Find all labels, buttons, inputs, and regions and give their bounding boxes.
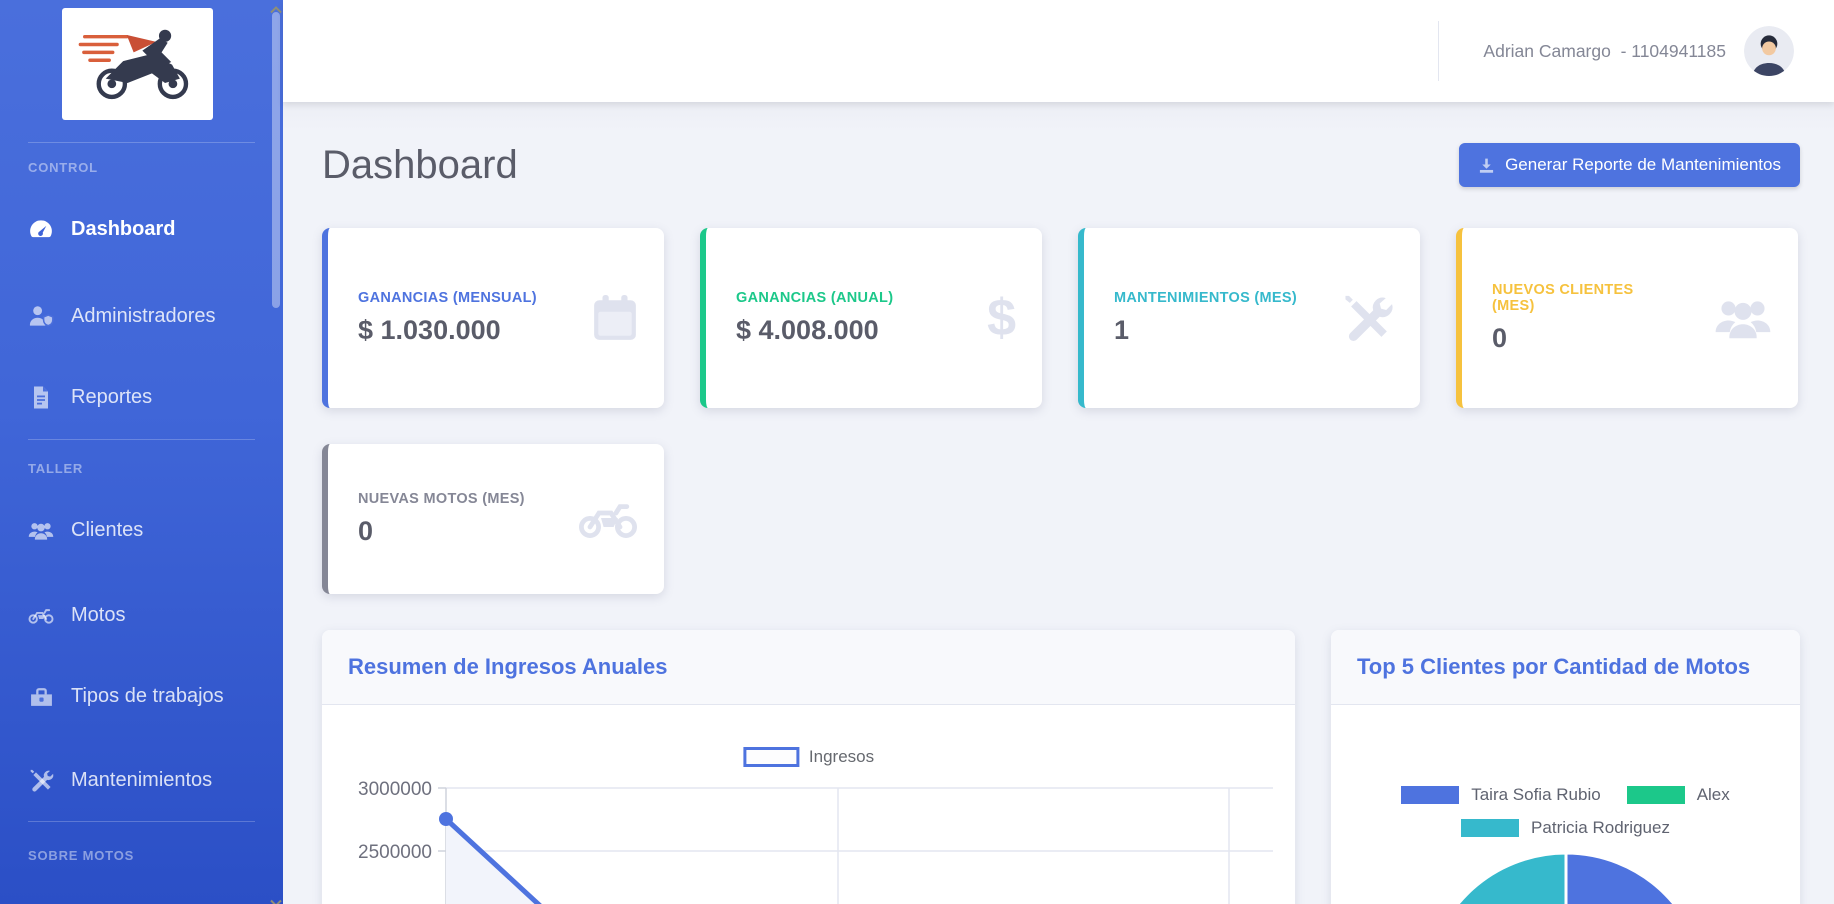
generate-report-label: Generar Reporte de Mantenimientos: [1505, 155, 1781, 174]
dollar-sign-icon: $: [987, 289, 1016, 347]
card-ganancias-mensual: GANANCIAS (MENSUAL) $ 1.030.000: [322, 228, 664, 408]
user-menu[interactable]: Adrian Camargo - 1104941185: [1438, 21, 1794, 81]
income-chart-body: 3000000 2500000 Ingresos: [322, 704, 1295, 904]
sidebar-item-label: Administradores: [71, 304, 216, 327]
sidebar-section-sobre-motos: SOBRE MOTOS: [28, 848, 135, 863]
tachometer-icon: [28, 216, 54, 242]
stat-label: MANTENIMIENTOS (MES): [1114, 290, 1297, 306]
motorcycle-logo-icon: [72, 14, 204, 115]
legend-alex[interactable]: Alex: [1626, 784, 1730, 805]
legend-label: Patricia Rodriguez: [1531, 817, 1670, 837]
top-clients-header: Top 5 Clientes por Cantidad de Motos: [1331, 630, 1800, 705]
stat-label: NUEVOS CLIENTES (MES): [1492, 282, 1634, 314]
sidebar-item-clientes[interactable]: Clientes: [28, 515, 283, 545]
motorcycle-icon: [28, 602, 54, 628]
stat-cards-row-2: NUEVAS MOTOS (MES) 0: [322, 444, 1800, 594]
sidebar-item-label: Tipos de trabajos: [71, 684, 224, 707]
user-shield-icon: [28, 303, 54, 329]
stat-value: $ 1.030.000: [358, 315, 501, 345]
calendar-icon: [592, 294, 638, 342]
card-nuevos-clientes-mes: NUEVOS CLIENTES (MES) 0: [1456, 228, 1798, 408]
stat-value: 0: [358, 516, 374, 546]
sidebar-item-label: Mantenimientos: [71, 768, 213, 791]
top-clients-body: Taira Sofia Rubio Alex Patricia Rodrigue…: [1331, 704, 1800, 904]
top-clients-title: Top 5 Clientes por Cantidad de Motos: [1357, 654, 1751, 679]
users-icon: [1714, 296, 1772, 340]
income-chart-card: Resumen de Ingresos Anuales 3: [322, 630, 1295, 904]
pie-chart: [1426, 851, 1706, 904]
legend-swatch-blue: [1401, 785, 1460, 804]
sidebar-item-dashboard[interactable]: Dashboard: [28, 214, 283, 244]
page-title: Dashboard: [322, 142, 518, 187]
topbar-divider: [1438, 21, 1440, 81]
page-header: Dashboard Generar Reporte de Mantenimien…: [322, 140, 1800, 190]
sidebar-logo[interactable]: [62, 8, 213, 120]
sidebar-item-reportes[interactable]: Reportes: [28, 382, 283, 412]
card-nuevas-motos-mes: NUEVAS MOTOS (MES) 0: [322, 444, 664, 594]
stat-value: 1: [1114, 315, 1130, 345]
pie-legend-row-1: Taira Sofia Rubio Alex: [1401, 785, 1730, 805]
download-icon: [1478, 157, 1495, 174]
sidebar-item-administradores[interactable]: Administradores: [28, 301, 283, 331]
sidebar-item-label: Clientes: [71, 518, 144, 541]
stat-value: 0: [1492, 323, 1508, 353]
sidebar-divider: [28, 142, 255, 143]
stat-value: $ 4.008.000: [736, 315, 879, 345]
line-chart: 3000000 2500000: [358, 779, 1273, 904]
income-chart-header: Resumen de Ingresos Anuales: [322, 630, 1295, 705]
tools-icon: [1342, 292, 1394, 344]
legend-label: Taira Sofia Rubio: [1471, 784, 1601, 804]
sidebar-divider: [28, 821, 255, 822]
charts-row: Resumen de Ingresos Anuales 3: [322, 630, 1800, 904]
income-chart-title: Resumen de Ingresos Anuales: [348, 654, 668, 679]
users-icon: [28, 517, 54, 543]
sidebar-divider: [28, 439, 255, 440]
top-clients-chart-card: Top 5 Clientes por Cantidad de Motos Tai…: [1331, 630, 1800, 904]
y-tick-3000000: 3000000: [358, 779, 432, 800]
scroll-down-icon[interactable]: [270, 894, 282, 904]
main-content: Dashboard Generar Reporte de Mantenimien…: [283, 102, 1834, 904]
scroll-up-icon[interactable]: [270, 1, 282, 14]
sidebar-scrollbar-thumb[interactable]: [272, 12, 280, 308]
pie-legend-row-2: Patricia Rodriguez: [1461, 818, 1670, 838]
sidebar-section-control: CONTROL: [28, 160, 98, 175]
stat-label: NUEVAS MOTOS (MES): [358, 491, 525, 507]
stat-label: GANANCIAS (MENSUAL): [358, 290, 537, 306]
topbar: Adrian Camargo - 1104941185: [283, 0, 1834, 102]
legend-label-ingresos: Ingresos: [808, 746, 875, 766]
sidebar-item-mantenimientos[interactable]: Mantenimientos: [28, 765, 283, 795]
toolbox-icon: [28, 683, 54, 709]
sidebar-section-taller: TALLER: [28, 461, 84, 476]
user-name: Adrian Camargo - 1104941185: [1483, 40, 1726, 61]
legend-label: Alex: [1696, 784, 1730, 804]
avatar[interactable]: [1744, 26, 1794, 76]
sidebar-item-label: Motos: [71, 603, 126, 626]
legend-swatch-ingresos: [742, 746, 799, 767]
stat-cards-row: GANANCIAS (MENSUAL) $ 1.030.000 GANANCIA…: [322, 228, 1800, 408]
legend-swatch-green: [1626, 785, 1685, 804]
sidebar-item-tipos-de-trabajos[interactable]: Tipos de trabajos: [28, 681, 283, 711]
y-tick-2500000: 2500000: [358, 842, 432, 863]
sidebar-item-label: Reportes: [71, 385, 153, 408]
generate-report-button[interactable]: Generar Reporte de Mantenimientos: [1459, 143, 1800, 187]
card-mantenimientos-mes: MANTENIMIENTOS (MES) 1: [1078, 228, 1420, 408]
legend-swatch-teal: [1461, 818, 1520, 837]
motorcycle-icon: [578, 498, 638, 540]
tools-icon: [28, 767, 54, 793]
file-report-icon: [28, 384, 54, 410]
sidebar-item-label: Dashboard: [71, 217, 176, 240]
legend-ingresos[interactable]: Ingresos: [742, 746, 875, 767]
stat-label: GANANCIAS (ANUAL): [736, 290, 894, 306]
legend-patricia-rodriguez[interactable]: Patricia Rodriguez: [1461, 818, 1670, 838]
legend-taira-sofia-rubio[interactable]: Taira Sofia Rubio: [1401, 784, 1601, 805]
sidebar-item-motos[interactable]: Motos: [28, 600, 283, 630]
sidebar: CONTROL Dashboard Administradores: [0, 0, 283, 904]
card-ganancias-anual: GANANCIAS (ANUAL) $ 4.008.000 $: [700, 228, 1042, 408]
